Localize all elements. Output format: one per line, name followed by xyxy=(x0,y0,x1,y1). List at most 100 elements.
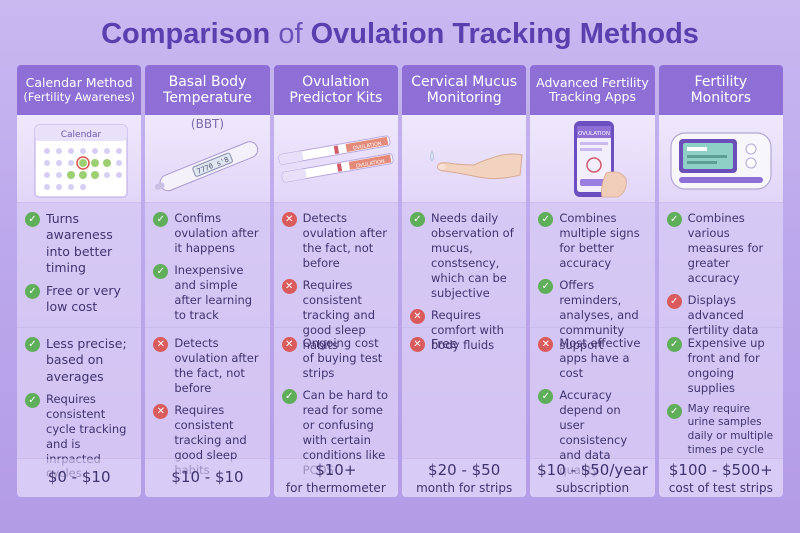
cons-section: ✓ Expensive up front and for ongoing sup… xyxy=(658,328,783,459)
column-basal-body-temperature: Basal Body Temperature (BBT) 7770 s'8 ✓ … xyxy=(145,65,270,497)
header-line: Monitors xyxy=(690,90,752,106)
cost-subtext: month for strips xyxy=(416,481,513,495)
header-line: Monitoring xyxy=(426,90,502,106)
item-text: Free or very low cost xyxy=(46,283,121,315)
cost-amount: $100 - $500+ xyxy=(668,461,773,479)
pros-section: ✓ Turns awareness into better timing ✓ F… xyxy=(17,203,142,328)
column-header: Advanced Fertility Tracking Apps xyxy=(530,65,655,115)
header-line: Temperature xyxy=(163,90,252,106)
cost-cell: $10 - $10 xyxy=(145,459,270,497)
item-text: Combines various measures for greater ac… xyxy=(687,211,764,285)
cost-amount: $0 - $10 xyxy=(47,468,111,486)
page-title: Comparison of Ovulation Tracking Methods xyxy=(0,18,800,51)
cost-cell: $20 - $50 month for strips xyxy=(402,459,527,497)
x-icon: ✕ xyxy=(410,337,425,352)
column-header: Cervical Mucus Monitoring xyxy=(402,65,527,115)
comparison-table: Calendar Method (Fertility Awarenes) Cal… xyxy=(17,65,783,497)
strip-label: OVULATION xyxy=(352,141,382,152)
check-icon: ✓ xyxy=(25,392,40,408)
calendar-label: Calendar xyxy=(61,130,102,140)
monitor-illustration xyxy=(658,115,783,203)
item-text: Expensive up front and for ongoing suppl… xyxy=(687,336,765,395)
column-fertility-monitors: Fertility Monitors ✓ Combines various me… xyxy=(658,65,783,497)
pros-section: ✓ Combines multiple signs for better acc… xyxy=(530,203,655,352)
x-icon: ✕ xyxy=(153,403,169,419)
item-text: Less precise; based on averages xyxy=(46,336,127,384)
header-line: Fertility xyxy=(694,73,748,90)
list-item: ✓ Offers reminders, analyses, and commun… xyxy=(538,278,648,353)
column-header: Basal Body Temperature xyxy=(145,65,270,115)
x-icon: ✕ xyxy=(538,337,554,352)
list-item: ✕ Detects ovulation after the fact, not … xyxy=(153,336,263,396)
item-text: Inexpensive and simple after learning to… xyxy=(174,262,253,322)
list-item: ✓ May require urine samples daily or mul… xyxy=(666,403,777,458)
thermometer-illustration: (BBT) 7770 s'8 xyxy=(145,115,270,203)
list-item: ✕ Requires comfort with body fluids xyxy=(410,308,520,353)
check-icon: ✓ xyxy=(666,293,682,309)
list-item: ✓ Displays advanced fertility data xyxy=(666,292,777,338)
cons-section: ✕ Free xyxy=(402,328,527,459)
item-text: Requires comfort with body fluids xyxy=(431,307,504,352)
list-item: ✓ Accuracy depend on user consistency an… xyxy=(538,388,648,478)
list-item: ✓ Turns awareness into better timing xyxy=(25,211,135,276)
fertility-monitor-icon xyxy=(670,132,772,190)
check-icon: ✓ xyxy=(538,212,554,227)
cons-section: ✕ Most effective apps have a cost ✓ Accu… xyxy=(530,328,655,477)
list-item: ✕ Free xyxy=(410,336,520,352)
item-text: Free xyxy=(431,336,458,351)
phone-icon: OVULATION xyxy=(574,121,628,198)
x-icon: ✕ xyxy=(281,278,297,294)
column-fertility-tracking-apps: Advanced Fertility Tracking Apps OVULATI… xyxy=(530,65,655,497)
pros-section: ✕ Detects ovulation after the fact, not … xyxy=(273,203,398,352)
cons-section: ✕ Detects ovulation after the fact, not … xyxy=(145,328,270,477)
header-line: Tracking Apps xyxy=(549,89,636,104)
list-item: ✕ Requires consistent tracking and good … xyxy=(281,278,392,353)
test-strips-illustration: OVULATION OVULATION xyxy=(273,115,398,203)
check-icon: ✓ xyxy=(538,388,554,404)
header-line: Ovulation xyxy=(302,73,370,90)
title-part1: Comparison xyxy=(101,18,271,50)
column-header: Fertility Monitors xyxy=(658,65,783,115)
column-header: Calendar Method (Fertility Awarenes) xyxy=(17,65,142,115)
list-item: ✓ Needs daily observation of mucus, cons… xyxy=(410,211,520,301)
check-icon: ✓ xyxy=(410,212,425,227)
list-item: ✕ Requires consistent tracking and good … xyxy=(153,403,263,478)
item-text: Displays advanced fertility data xyxy=(687,292,759,337)
cost-subtext: subscription xyxy=(555,481,630,495)
test-strip-icon: OVULATION OVULATION xyxy=(278,135,394,183)
list-item: ✓ Inexpensive and simple after learning … xyxy=(153,263,263,323)
pros-section: ✓ Needs daily observation of mucus, cons… xyxy=(402,203,527,352)
calendar-illustration: Calendar xyxy=(17,115,142,203)
cost-amount: $10+ xyxy=(315,461,357,479)
column-header: Ovulation Predictor Kits xyxy=(273,65,398,115)
item-text: Detects ovulation after the fact, not be… xyxy=(174,336,259,395)
header-line: (BBT) xyxy=(190,117,225,131)
item-text: Ongoing cost of buying test strips xyxy=(302,336,383,380)
item-text: Confims ovulation after it happens xyxy=(174,211,259,255)
item-text: Needs daily observation of mucus, consts… xyxy=(431,211,514,300)
calendar-icon: Calendar xyxy=(34,124,128,198)
check-icon: ✓ xyxy=(666,337,682,352)
cons-section: ✓ Less precise; based on averages ✓ Requ… xyxy=(17,328,142,480)
list-item: ✓ Expensive up front and for ongoing sup… xyxy=(666,336,777,396)
cost-cell: $0 - $10 xyxy=(17,459,142,497)
item-text: Accuracy depend on user consistency and … xyxy=(559,387,628,477)
check-icon: ✓ xyxy=(666,403,682,419)
cost-amount: $10 - $50/year xyxy=(537,461,648,479)
cost-subtext: cost of test strips xyxy=(668,481,773,495)
strip-label: OVULATION xyxy=(355,159,385,170)
check-icon: ✓ xyxy=(25,212,40,227)
item-text: Combines multiple signs for better accur… xyxy=(559,211,640,270)
cons-section: ✕ Ongoing cost of buying test strips ✓ C… xyxy=(273,328,398,477)
header-line: Basal Body xyxy=(168,73,247,90)
pros-section: ✓ Confims ovulation after it happens ✓ I… xyxy=(145,203,270,328)
check-icon: ✓ xyxy=(666,212,682,227)
check-icon: ✓ xyxy=(25,337,40,352)
header-line: Predictor Kits xyxy=(289,90,383,106)
check-icon: ✓ xyxy=(153,263,169,279)
list-item: ✕ Detects ovulation after the fact, not … xyxy=(281,211,392,271)
thermometer-icon: 7770 s'8 xyxy=(155,141,259,192)
header-line: (Fertility Awarenes) xyxy=(23,89,135,104)
cost-amount: $10 - $10 xyxy=(171,468,244,486)
cost-amount: $20 - $50 xyxy=(428,461,501,479)
